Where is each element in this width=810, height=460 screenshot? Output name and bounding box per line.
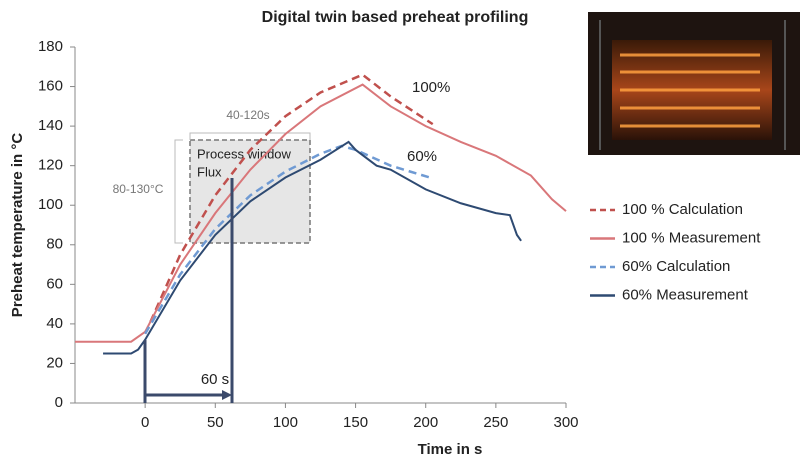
- y-tick-label: 20: [46, 354, 63, 371]
- annotation: 60%: [407, 148, 437, 165]
- annotation: Flux: [197, 164, 222, 179]
- page: {"chart_data": {"type": "line", "title":…: [0, 0, 810, 460]
- x-axis-label: Time in s: [418, 441, 483, 458]
- annotation: 60 s: [201, 371, 229, 388]
- annotation: 100%: [412, 79, 450, 96]
- y-tick-label: 40: [46, 315, 63, 332]
- x-tick-label: 150: [343, 414, 368, 431]
- x-tick-label: 0: [141, 414, 149, 431]
- y-axis-label: Preheat temperature in °C: [9, 133, 26, 318]
- chart-title: Digital twin based preheat profiling: [262, 9, 529, 26]
- y-tick-label: 80: [46, 236, 63, 253]
- legend-label: 100 % Calculation: [622, 201, 743, 218]
- legend-label: 60% Calculation: [622, 258, 730, 275]
- chart: Digital twin based preheat profiling Tim…: [0, 0, 810, 460]
- y-tick-label: 180: [38, 38, 63, 55]
- x-tick-label: 50: [207, 414, 224, 431]
- y-tick-label: 160: [38, 78, 63, 95]
- y-tick-label: 100: [38, 196, 63, 213]
- x-tick-label: 300: [553, 414, 578, 431]
- annotation: 80-130°C: [113, 182, 164, 196]
- annotation: 40-120s: [226, 108, 269, 122]
- line-series: [103, 142, 521, 354]
- x-tick-label: 250: [483, 414, 508, 431]
- x-tick-label: 100: [273, 414, 298, 431]
- y-tick-label: 140: [38, 117, 63, 134]
- y-tick-label: 60: [46, 275, 63, 292]
- x-tick-label: 200: [413, 414, 438, 431]
- y-tick-label: 120: [38, 157, 63, 174]
- photo: [588, 12, 800, 155]
- y-tick-label: 0: [55, 394, 63, 411]
- legend-label: 60% Measurement: [622, 286, 749, 303]
- legend-label: 100 % Measurement: [622, 229, 761, 246]
